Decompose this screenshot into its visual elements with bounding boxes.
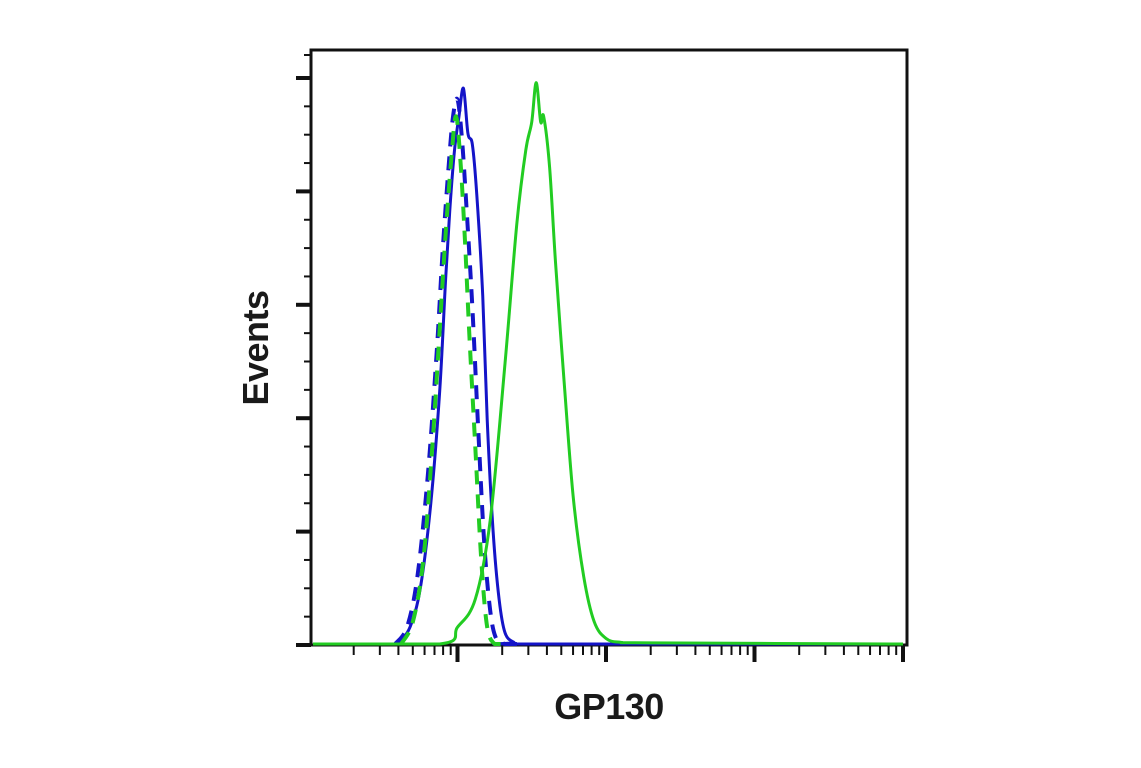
series-blue-solid bbox=[396, 86, 903, 646]
x-axis-title: GP130 bbox=[554, 686, 664, 727]
y-axis-ticks bbox=[296, 54, 311, 647]
x-axis-ticks bbox=[352, 645, 905, 662]
plot-frame bbox=[309, 48, 909, 647]
series-green-solid bbox=[313, 81, 904, 646]
histogram-series bbox=[313, 81, 904, 646]
y-axis-title: Events bbox=[235, 290, 276, 406]
series-blue-dashed bbox=[393, 96, 517, 646]
